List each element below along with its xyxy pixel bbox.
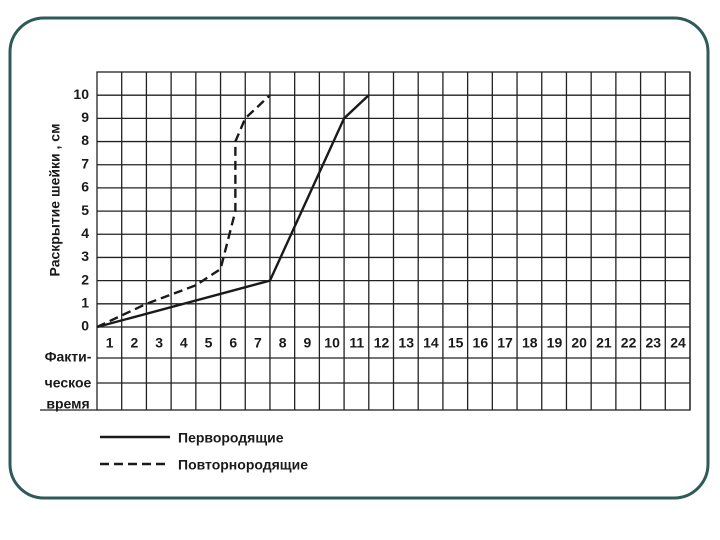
- y-axis-label: Раскрытие шейки , см: [47, 124, 63, 277]
- x-tick-label: 9: [303, 335, 311, 351]
- x-tick-label: 22: [621, 335, 637, 351]
- y-tick-label: 7: [81, 155, 89, 171]
- y-tick-label: 10: [73, 86, 89, 102]
- x-tick-label: 21: [596, 335, 612, 351]
- series-line: [96, 94, 271, 329]
- x-tick-label: 19: [547, 335, 563, 351]
- y-tick-label: 6: [81, 179, 89, 195]
- x-tick-label: 10: [324, 335, 340, 351]
- x-tick-label: 1: [106, 335, 114, 351]
- time-row-label: время: [46, 396, 89, 412]
- series-line: [96, 94, 370, 329]
- x-tick-label: 4: [180, 335, 188, 351]
- x-tick-label: 20: [571, 335, 587, 351]
- x-tick-label: 11: [349, 335, 364, 351]
- y-tick-label: 0: [81, 318, 89, 334]
- x-tick-label: 13: [398, 335, 414, 351]
- y-tick-label: 3: [81, 248, 89, 264]
- y-tick-label: 2: [81, 271, 89, 287]
- time-row-label: Факти-: [45, 349, 92, 365]
- y-tick-label: 5: [81, 202, 89, 218]
- x-tick-label: 23: [646, 335, 662, 351]
- x-tick-label: 6: [229, 335, 237, 351]
- y-tick-label: 8: [81, 132, 89, 148]
- x-tick-label: 15: [448, 335, 464, 351]
- time-row-label: ческое: [45, 375, 92, 391]
- x-tick-label: 3: [155, 335, 163, 351]
- x-tick-label: 18: [522, 335, 538, 351]
- legend-label: Повторнородящие: [178, 457, 308, 473]
- x-tick-label: 5: [205, 335, 213, 351]
- y-tick-label: 1: [81, 295, 89, 311]
- x-tick-label: 12: [374, 335, 390, 351]
- y-tick-label: 9: [81, 109, 89, 125]
- x-tick-label: 2: [131, 335, 139, 351]
- y-tick-label: 4: [81, 225, 89, 241]
- x-tick-label: 17: [497, 335, 513, 351]
- legend-label: Первородящие: [178, 430, 284, 446]
- x-tick-label: 14: [423, 335, 439, 351]
- x-tick-label: 24: [670, 335, 686, 351]
- x-tick-label: 7: [254, 335, 262, 351]
- x-tick-label: 8: [279, 335, 287, 351]
- x-tick-label: 16: [473, 335, 489, 351]
